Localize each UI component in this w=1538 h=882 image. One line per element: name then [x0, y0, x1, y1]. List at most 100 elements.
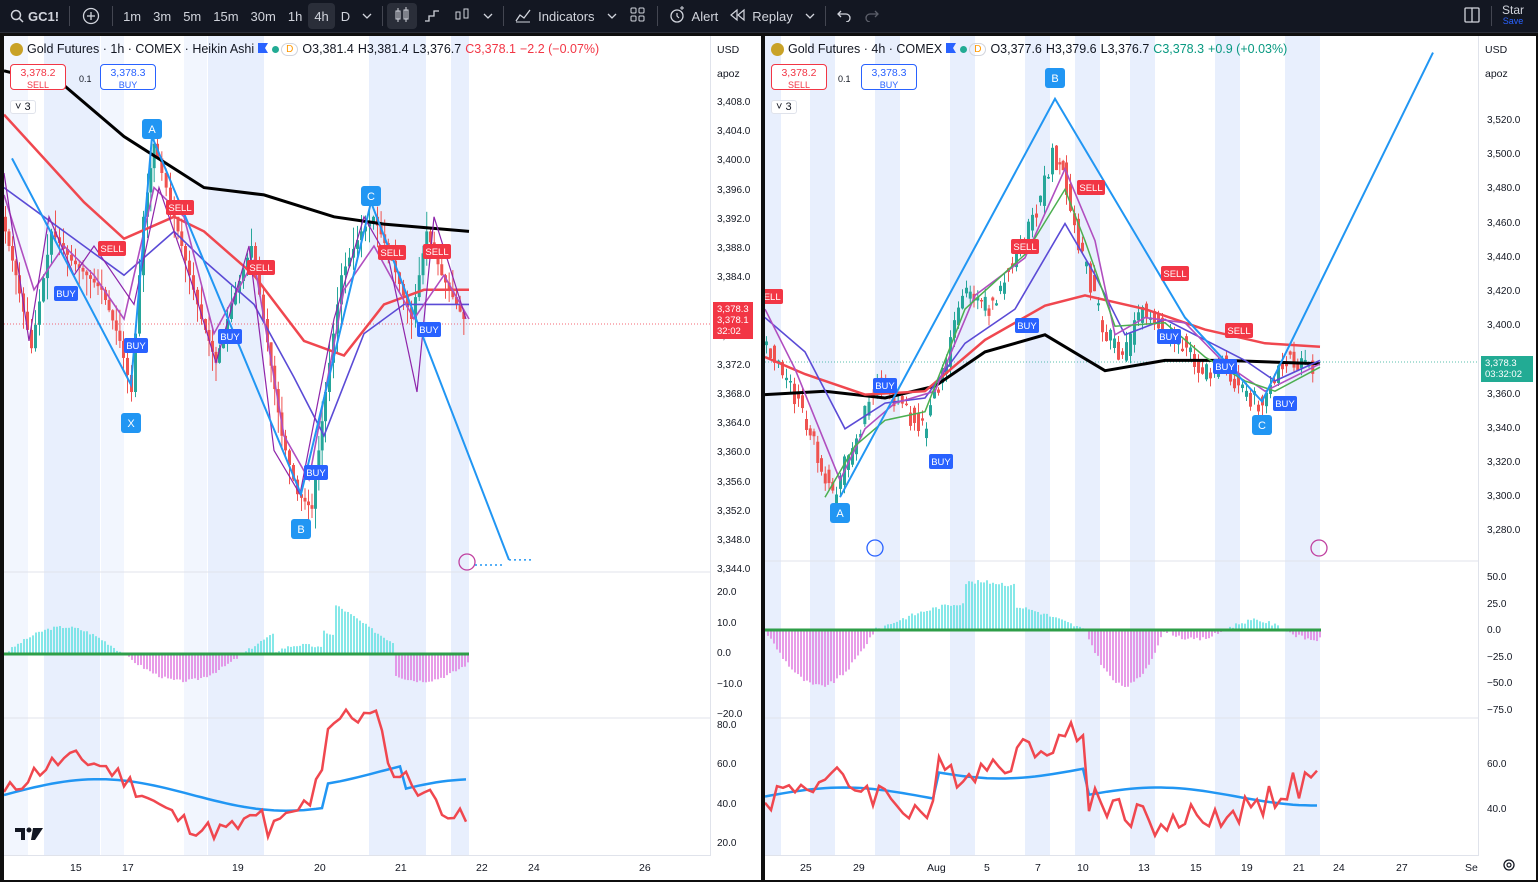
top-toolbar: GC1! 1m 3m 5m 15m 30m 1h 4h D [0, 0, 1538, 33]
candle-body [250, 246, 253, 258]
candle-body [797, 392, 800, 399]
indicators-label: Indicators [538, 8, 595, 24]
time-tick-label: 19 [232, 862, 244, 874]
price-change: +0.9 (+0.03%) [1208, 42, 1288, 56]
collapse-indicators-button[interactable]: ˅ 3 [10, 100, 36, 114]
candle-body [1113, 338, 1116, 348]
candle-body [1069, 183, 1072, 211]
save-layout-button[interactable]: Star Save [1496, 0, 1538, 32]
candle-body [999, 285, 1002, 292]
interval-30m[interactable]: 30m [250, 8, 276, 24]
sell-button[interactable]: 3,378.2 SELL [10, 64, 66, 90]
candle-body [765, 341, 768, 346]
currency-label[interactable]: USD [1485, 44, 1508, 56]
candle-body [176, 216, 180, 232]
layout-button[interactable] [1457, 0, 1487, 32]
interval-15m[interactable]: 15m [213, 8, 239, 24]
macd-tick-label: −10.0 [717, 678, 743, 690]
candle-body [1189, 347, 1192, 353]
flag-icon[interactable] [946, 42, 957, 56]
chart-pane-right[interactable]: A B C SELL SELL SELL SELL SELL BUY BUY BUY BUY BUY BU… [765, 36, 1536, 880]
time-axis-left[interactable]: 15 17 19 20 21 22 24 26 [4, 855, 711, 880]
buy-price: 3,378.3 [110, 67, 146, 79]
signal-label: SELL [1013, 242, 1036, 253]
candle-body [74, 260, 77, 265]
macd-tick-label: 25.0 [1487, 598, 1507, 610]
chart-canvas-right[interactable]: A B C SELL SELL SELL SELL SELL BUY BUY BUY BUY BUY BU… [765, 36, 1536, 880]
chart-title[interactable]: Gold Futures · 1h · COMEX · Heikin Ashi [27, 42, 255, 56]
flag-icon[interactable] [258, 42, 269, 56]
candle-body [192, 275, 195, 290]
candle-body [66, 248, 69, 255]
candle-body [863, 405, 867, 425]
interval-4h[interactable]: 4h [308, 3, 335, 29]
interval-5m[interactable]: 5m [183, 8, 202, 24]
last-price-tag: 3,378.3 3,378.1 32:02 [713, 302, 753, 339]
pattern-point-badge [1045, 68, 1065, 88]
candle-body [1241, 384, 1244, 389]
indicators-dropdown[interactable] [601, 0, 623, 32]
interval-d[interactable]: D [340, 8, 351, 24]
interval-1h[interactable]: 1h [287, 8, 303, 24]
signal-label: SELL [100, 244, 123, 255]
redo-button[interactable] [858, 0, 886, 32]
interval-1m[interactable]: 1m [123, 8, 142, 24]
alert-button[interactable]: Alert [662, 0, 725, 32]
candles-chart-type-button[interactable] [387, 3, 418, 29]
settings-gear-icon[interactable] [1502, 858, 1516, 875]
time-axis-right[interactable]: 25 29 Aug 5 7 10 13 15 19 21 24 27 Se [765, 855, 1479, 880]
signal-badge [1015, 318, 1039, 333]
chart-type-dropdown[interactable] [477, 0, 499, 32]
price-tick-label: 3,392.0 [717, 213, 751, 225]
candle-body [458, 304, 462, 312]
price-scale-left[interactable]: USD apoz 3,408.0 3,404.0 3,400.0 3,396.0 3,3… [710, 36, 761, 880]
candle-body [1003, 282, 1006, 294]
candle-body [1273, 380, 1276, 384]
interval-dropdown[interactable] [356, 0, 378, 32]
data-source-badge[interactable]: D [960, 42, 987, 56]
macd-tick-label: −20.0 [717, 709, 743, 720]
indicator-count: 3 [785, 101, 792, 113]
indicators-button[interactable]: Indicators [508, 0, 600, 32]
candle-body [85, 271, 89, 276]
scale-mode-label[interactable]: apoz [1485, 68, 1508, 80]
undo-button[interactable] [830, 0, 858, 32]
candle-body [307, 501, 310, 506]
signal-badge [1273, 396, 1297, 411]
zigzag-line [4, 172, 467, 496]
candle-body [1201, 367, 1204, 374]
symbol-search[interactable]: GC1! [0, 0, 65, 32]
sell-button[interactable]: 3,378.2 SELL [771, 64, 827, 90]
time-tick-label: 10 [1077, 862, 1089, 874]
signal-badge [378, 245, 406, 260]
chart-pane-left[interactable]: A X B C SELL SELL SELL SELL SELL BUY BUY BUY BUY BUY … [4, 36, 761, 880]
session-band [875, 36, 900, 856]
price-tick-label: 3,280.0 [1487, 525, 1521, 537]
candle-body [851, 448, 854, 465]
candle-body [905, 403, 908, 406]
signal-label: BUY [306, 468, 326, 479]
candle-body [230, 304, 233, 319]
candle-body [820, 458, 823, 472]
currency-label[interactable]: USD [717, 44, 740, 56]
interval-3m[interactable]: 3m [153, 8, 172, 24]
chart-canvas-left[interactable]: A X B C SELL SELL SELL SELL SELL BUY BUY BUY BUY BUY [4, 36, 761, 880]
chart-title[interactable]: Gold Futures · 4h · COMEX [788, 42, 943, 56]
compare-symbol-button[interactable] [74, 0, 108, 32]
replay-button[interactable]: Replay [724, 0, 798, 32]
last-price-ask: 3,378.3 [717, 304, 749, 315]
candle-body [933, 391, 936, 399]
bars-chart-type-button[interactable] [447, 0, 477, 32]
buy-button[interactable]: 3,378.3 BUY [100, 64, 156, 90]
buy-button[interactable]: 3,378.3 BUY [861, 64, 917, 90]
collapse-indicators-button[interactable]: ˅ 3 [771, 100, 797, 114]
price-scale-right[interactable]: USD apoz 3,520.0 3,500.0 3,480.0 3,460.0 3,4… [1478, 36, 1536, 880]
scale-mode-label[interactable]: apoz [717, 68, 740, 80]
replay-dropdown[interactable] [799, 0, 821, 32]
data-source-badge[interactable]: D [272, 42, 299, 56]
line-chart-type-button[interactable] [417, 0, 447, 32]
candle-body [1055, 145, 1058, 171]
templates-button[interactable] [623, 0, 653, 32]
tradingview-logo[interactable] [14, 826, 44, 847]
candle-body [204, 319, 207, 330]
